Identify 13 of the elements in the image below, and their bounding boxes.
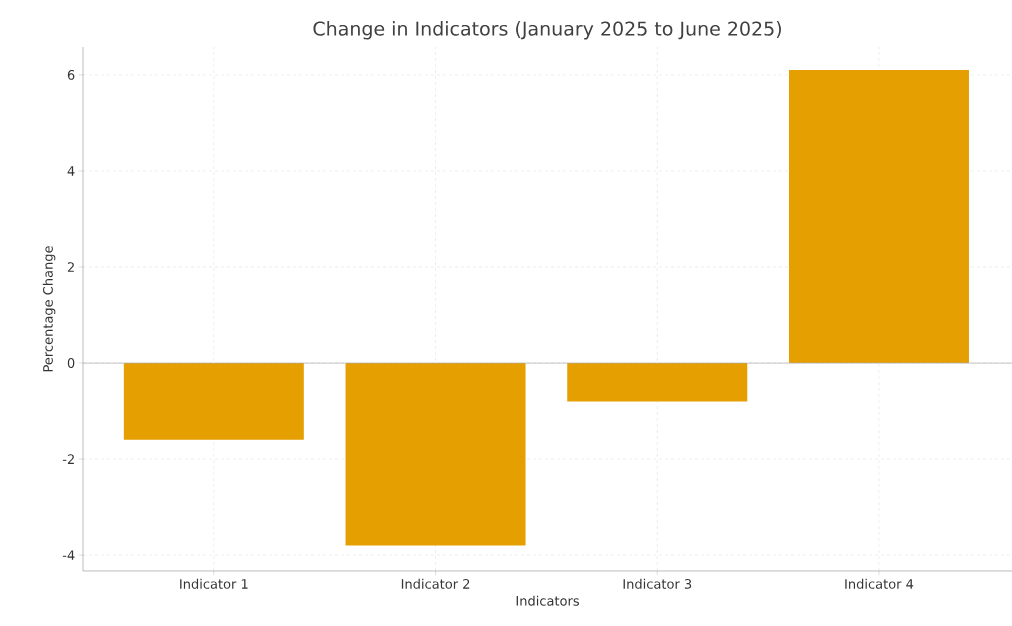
chart-title: Change in Indicators (January 2025 to June 2025) bbox=[313, 21, 781, 40]
x-tick-label: Indicator 4 bbox=[845, 578, 914, 589]
x-tick-label: Indicator 3 bbox=[623, 578, 692, 589]
y-tick-label: -2 bbox=[62, 454, 74, 464]
y-tick-label: 6 bbox=[67, 69, 75, 80]
x-axis-title: Indicators bbox=[516, 595, 579, 606]
y-tick-label: 0 bbox=[67, 358, 75, 368]
x-tick-label: Indicator 2 bbox=[401, 578, 470, 589]
y-axis-title: Percentage Change bbox=[42, 246, 56, 372]
y-tick-label: -4 bbox=[62, 550, 75, 560]
y-tick-label: 2 bbox=[67, 262, 74, 272]
y-tick-label: 4 bbox=[67, 166, 75, 176]
x-tick-label: Indicator 1 bbox=[180, 578, 248, 589]
